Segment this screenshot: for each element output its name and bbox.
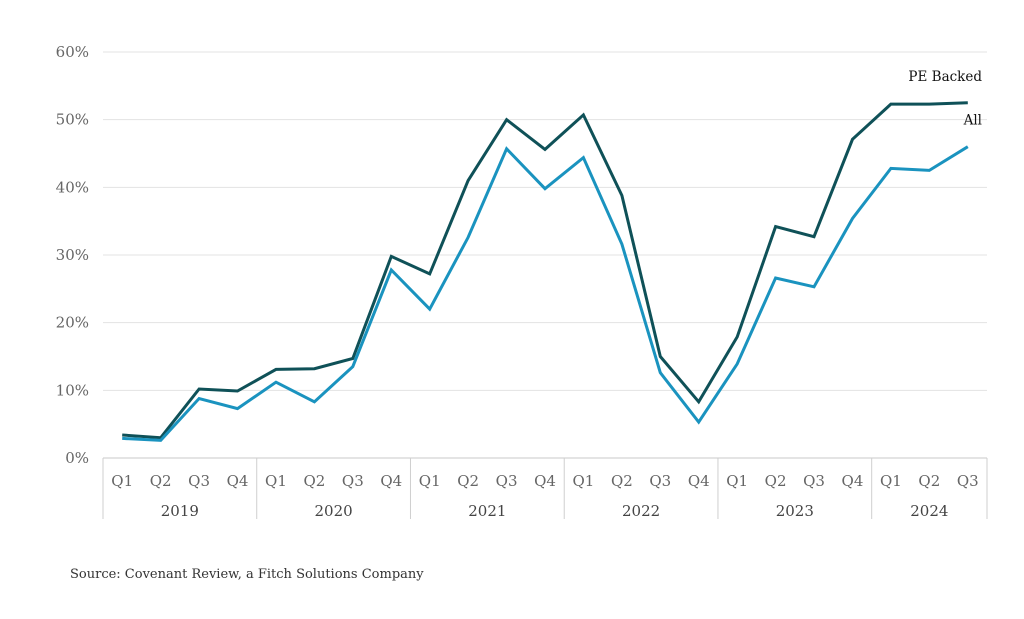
x-tick-label: Q1 — [111, 472, 133, 490]
y-tick-label: 50% — [56, 111, 89, 129]
x-tick-label: Q2 — [765, 472, 787, 490]
x-tick-label: Q3 — [649, 472, 671, 490]
x-tick-label: Q4 — [227, 472, 249, 490]
x-axis: Q1 Q2 Q3 Q4 Q1 Q2 Q3 Q4 Q1 Q2 Q3 Q4 Q1 Q2 Q3 Q4 Q1 Q2 Q3 Q4… — [102, 458, 988, 520]
y-tick-label: 10% — [56, 381, 89, 399]
x-tick-label: Q3 — [188, 472, 210, 490]
x-tick-label: Q4 — [688, 472, 710, 490]
source-note: Source: Covenant Review, a Fitch Solutio… — [70, 567, 424, 582]
series-lines — [122, 101, 969, 442]
series-label: All — [963, 113, 982, 129]
x-tick-label: Q2 — [303, 472, 325, 490]
x-tick-label: Q4 — [534, 472, 556, 490]
y-tick-label: 20% — [56, 314, 89, 332]
x-tick-label: Q1 — [419, 472, 441, 490]
x-tick-label: Q3 — [342, 472, 364, 490]
y-tick-label: 60% — [56, 43, 89, 61]
x-tick-label: Q4 — [380, 472, 402, 490]
grid-lines — [103, 51, 987, 459]
year-label: 2022 — [622, 502, 660, 520]
y-axis-ticks: 0% 10% 20% 30% 40% 50% 60% — [56, 43, 89, 467]
line-chart: 0%10%20%30%40%50%60% Q1 Q2 Q3 Q4 Q1 Q2 Q3 Q4 Q1 Q… — [56, 43, 988, 520]
x-tick-label: Q3 — [957, 472, 979, 490]
series-line-all — [122, 145, 969, 442]
y-tick-label: 0% — [65, 449, 89, 467]
x-tick-label: Q1 — [726, 472, 748, 490]
year-label: 2020 — [315, 502, 353, 520]
x-tick-label: Q1 — [265, 472, 287, 490]
year-label: 2021 — [468, 502, 506, 520]
year-label: 2019 — [161, 502, 199, 520]
x-tick-label: Q2 — [918, 472, 940, 490]
x-tick-label: Q2 — [611, 472, 633, 490]
x-tick-label: Q2 — [457, 472, 479, 490]
x-tick-label: Q1 — [573, 472, 595, 490]
series-label: PE Backed — [908, 69, 982, 85]
y-tick-label: 40% — [56, 178, 89, 196]
x-tick-label: Q1 — [880, 472, 902, 490]
series-labels: PE Backed All — [908, 69, 982, 129]
x-tick-label: Q3 — [803, 472, 825, 490]
year-label: 2024 — [910, 502, 948, 520]
year-label: 2023 — [776, 502, 814, 520]
x-tick-label: Q3 — [496, 472, 518, 490]
series-line-pe-backed — [122, 101, 968, 440]
x-tick-label: Q2 — [150, 472, 172, 490]
x-tick-label: Q4 — [842, 472, 864, 490]
y-tick-label: 30% — [56, 246, 89, 264]
